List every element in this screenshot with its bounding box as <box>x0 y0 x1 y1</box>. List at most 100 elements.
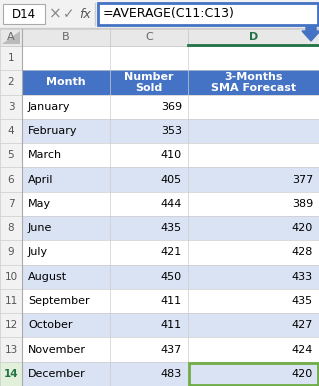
Text: 410: 410 <box>161 150 182 160</box>
Text: 437: 437 <box>161 345 182 355</box>
Text: 389: 389 <box>292 199 313 209</box>
Bar <box>0 362 22 386</box>
Text: D14: D14 <box>12 7 36 20</box>
Text: 444: 444 <box>161 199 182 209</box>
Bar <box>188 337 319 362</box>
Bar <box>22 362 188 386</box>
Text: January: January <box>28 102 70 112</box>
Bar <box>22 168 188 192</box>
Bar <box>0 46 22 70</box>
FancyArrow shape <box>302 26 319 41</box>
Text: A: A <box>7 32 15 42</box>
Text: 433: 433 <box>292 272 313 282</box>
Bar <box>188 264 319 289</box>
Text: February: February <box>28 126 78 136</box>
Text: September: September <box>28 296 90 306</box>
Text: 1: 1 <box>8 53 14 63</box>
Text: 427: 427 <box>292 320 313 330</box>
Bar <box>188 240 319 264</box>
Bar <box>0 337 22 362</box>
Text: 11: 11 <box>4 296 18 306</box>
Text: 411: 411 <box>161 320 182 330</box>
Bar <box>22 95 188 119</box>
Bar <box>3 4 45 24</box>
Text: 5: 5 <box>8 150 14 160</box>
Text: 4: 4 <box>8 126 14 136</box>
Text: 424: 424 <box>292 345 313 355</box>
Bar <box>22 264 188 289</box>
Bar <box>0 240 22 264</box>
Bar <box>188 192 319 216</box>
Text: July: July <box>28 247 48 257</box>
Bar <box>98 3 318 25</box>
Bar <box>22 143 188 168</box>
Text: 420: 420 <box>292 369 313 379</box>
Bar <box>0 313 22 337</box>
Bar <box>22 313 188 337</box>
Text: =AVERAGE(C11:C13): =AVERAGE(C11:C13) <box>103 7 235 20</box>
Bar <box>22 240 188 264</box>
Text: 377: 377 <box>292 174 313 185</box>
Polygon shape <box>2 31 20 44</box>
Text: 8: 8 <box>8 223 14 233</box>
Text: 411: 411 <box>161 296 182 306</box>
Bar <box>22 29 110 46</box>
Text: 13: 13 <box>4 345 18 355</box>
Text: 9: 9 <box>8 247 14 257</box>
Text: ✓: ✓ <box>63 7 75 21</box>
Text: 6: 6 <box>8 174 14 185</box>
Bar <box>22 119 188 143</box>
Bar <box>0 70 22 95</box>
Text: 405: 405 <box>161 174 182 185</box>
Text: 353: 353 <box>161 126 182 136</box>
Bar <box>0 29 22 46</box>
Text: B: B <box>62 32 70 42</box>
Text: Month: Month <box>46 78 86 87</box>
Bar <box>188 216 319 240</box>
Bar <box>110 29 188 46</box>
Text: December: December <box>28 369 86 379</box>
Bar <box>188 70 319 95</box>
Bar <box>188 362 319 386</box>
Bar <box>188 95 319 119</box>
Text: 14: 14 <box>4 369 18 379</box>
Text: 3: 3 <box>8 102 14 112</box>
Text: August: August <box>28 272 67 282</box>
Text: 7: 7 <box>8 199 14 209</box>
Text: 450: 450 <box>161 272 182 282</box>
Text: 369: 369 <box>161 102 182 112</box>
Bar <box>22 192 188 216</box>
Text: October: October <box>28 320 72 330</box>
Bar <box>0 289 22 313</box>
Bar <box>188 119 319 143</box>
Text: 12: 12 <box>4 320 18 330</box>
Bar <box>0 143 22 168</box>
Bar <box>22 70 188 95</box>
Text: 421: 421 <box>161 247 182 257</box>
Text: November: November <box>28 345 86 355</box>
Text: 420: 420 <box>292 223 313 233</box>
Text: 2: 2 <box>8 78 14 87</box>
Bar <box>0 192 22 216</box>
Bar <box>188 313 319 337</box>
Bar <box>22 216 188 240</box>
Text: May: May <box>28 199 51 209</box>
Bar <box>22 46 188 70</box>
Bar <box>188 289 319 313</box>
Text: Number
Sold: Number Sold <box>124 72 174 93</box>
Text: 483: 483 <box>161 369 182 379</box>
Bar <box>188 143 319 168</box>
Bar <box>22 289 188 313</box>
Text: April: April <box>28 174 54 185</box>
Text: 428: 428 <box>292 247 313 257</box>
Text: fx: fx <box>79 7 91 20</box>
Text: ×: × <box>48 7 61 22</box>
Bar <box>188 29 319 46</box>
Text: 3-Months
SMA Forecast: 3-Months SMA Forecast <box>211 72 296 93</box>
Text: March: March <box>28 150 62 160</box>
Bar <box>0 216 22 240</box>
Bar <box>0 119 22 143</box>
Text: D: D <box>249 32 258 42</box>
Bar <box>0 0 319 28</box>
Bar <box>0 264 22 289</box>
